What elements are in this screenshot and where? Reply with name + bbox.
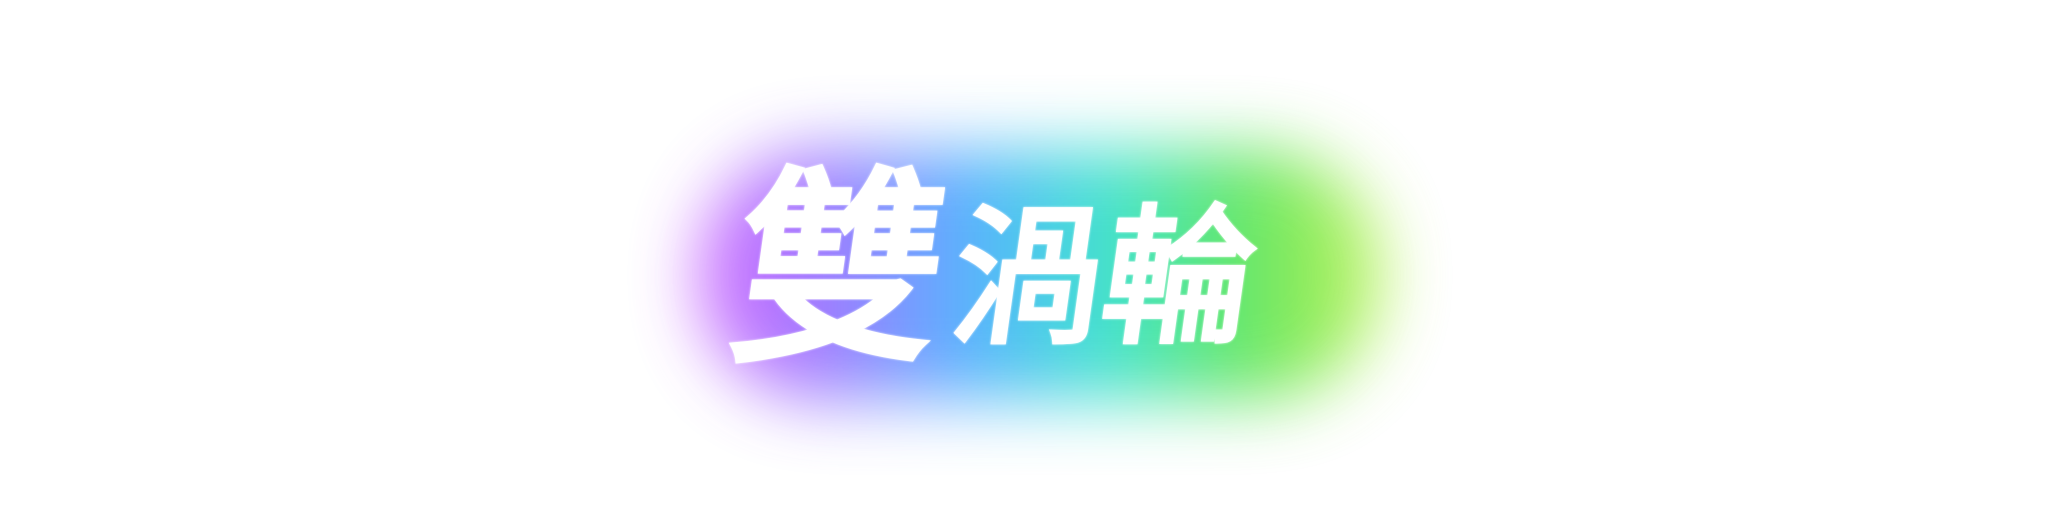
logo-char-3: 輪 [1091, 192, 1266, 366]
logo-char-2: 渦 [941, 192, 1116, 366]
logo-char-1: 雙 [717, 148, 963, 393]
logo-title: 雙 渦 輪 [717, 136, 1274, 393]
rainbow-glow [700, 150, 1380, 400]
